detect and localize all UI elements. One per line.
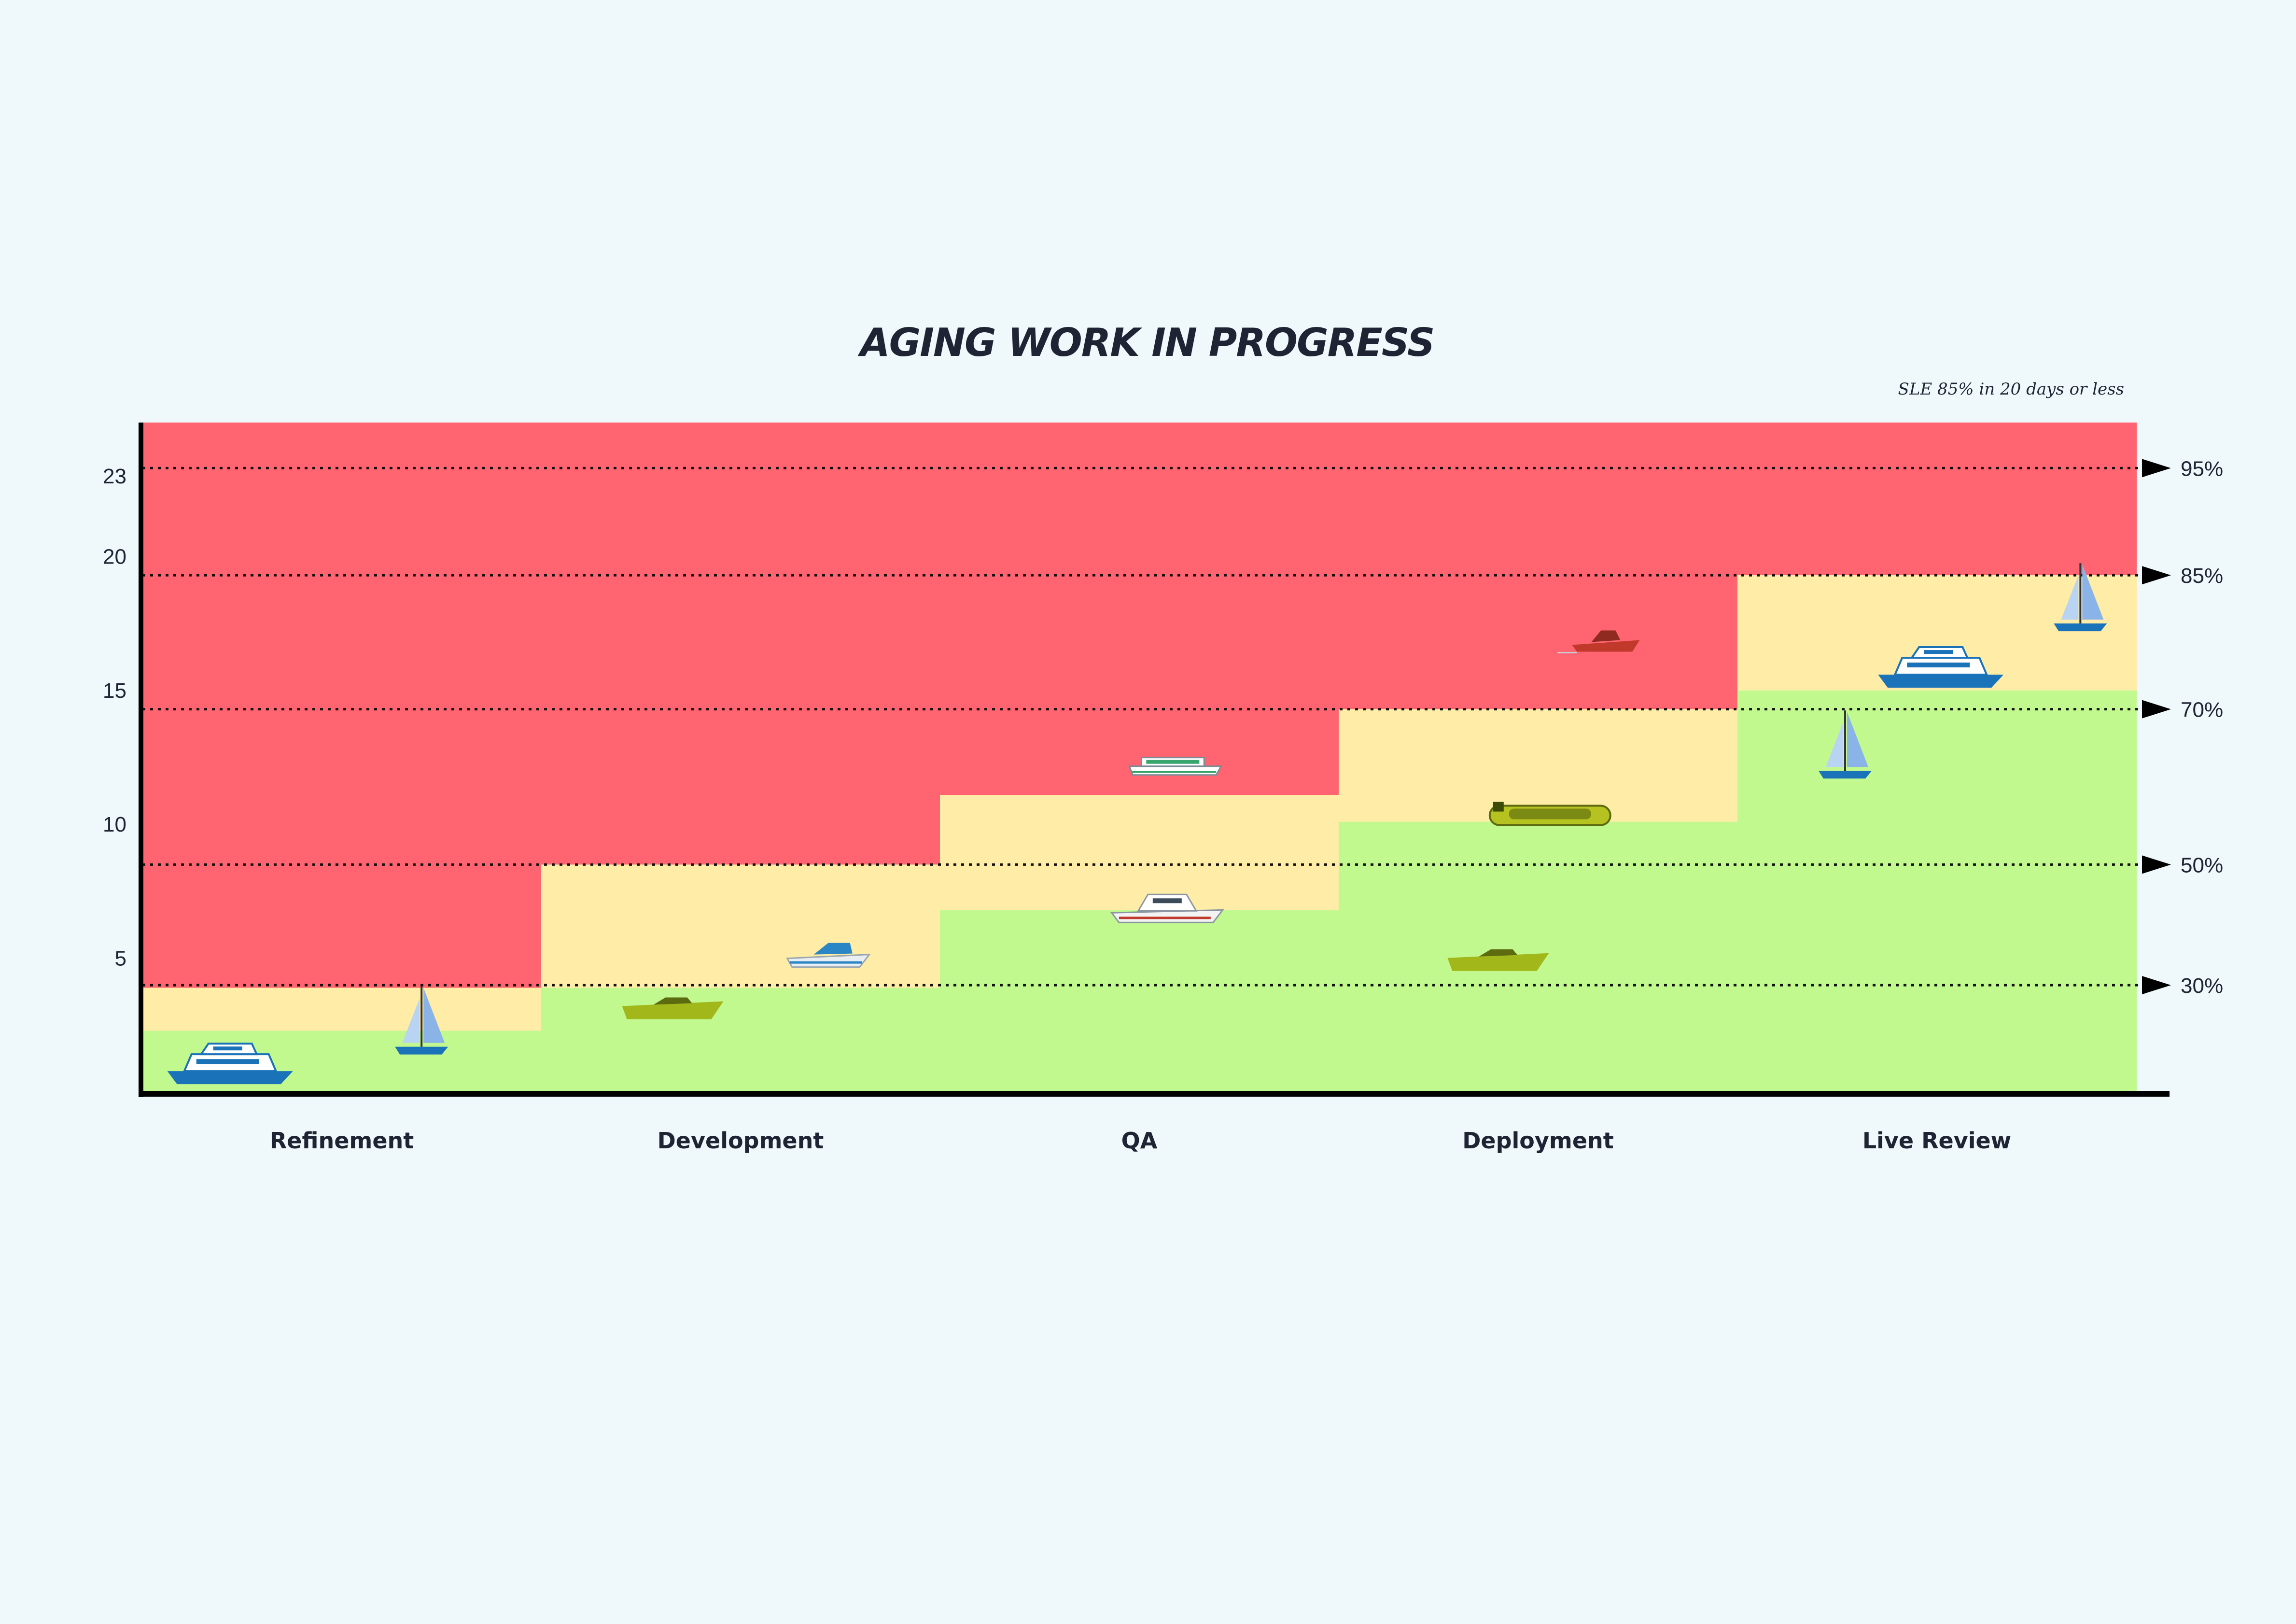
speedboat-icon [622,997,724,1019]
red-zone [541,423,940,865]
green-zone [940,910,1339,1092]
green-zone [1737,690,2137,1092]
percentile-label: 50% [2181,853,2223,877]
yellow-zone [940,795,1339,910]
yacht-icon [167,1043,293,1085]
yellow-zone [142,988,542,1031]
arrow-icon [2142,566,2171,585]
category-label: Live Review [1862,1128,2011,1154]
percentile-label: 85% [2181,564,2223,588]
chart-subtitle: SLE 85% in 20 days or less [1898,380,2124,399]
arrow-icon [2142,855,2171,874]
y-tick-label: 23 [103,465,126,488]
yellow-zone [541,864,940,988]
cruiser-icon [1110,893,1224,923]
arrow-icon [2142,976,2171,995]
sailboat-icon [395,986,448,1055]
green-zone [541,988,940,1092]
x-axis [139,1091,2170,1097]
sailboat-icon [1819,710,1872,779]
y-axis [139,423,143,1097]
category-label: Refinement [270,1128,414,1154]
sailboat-icon [2054,563,2107,632]
yacht-icon [1878,646,2004,688]
red-zone [142,423,542,988]
percentile-label: 30% [2181,974,2223,998]
speedboat-icon [1447,949,1549,971]
zone-layer [142,423,2137,1092]
category-label: QA [1121,1128,1158,1154]
red-zone [1737,423,2137,576]
chart-title: AGING WORK IN PROGRESS [857,320,1434,365]
yellow-zone [1339,709,1738,822]
axes: 5 10 15 20 23 Refinement Development QA Deployme… [103,423,2170,1154]
y-tick-label: 20 [103,545,126,568]
motorboat-icon [786,943,871,968]
arrow-icon [2142,700,2171,719]
category-label: Development [658,1128,824,1154]
y-tick-label: 5 [115,947,126,971]
percentile-label: 70% [2181,698,2223,722]
work-items [167,563,2107,1085]
jetski-icon [1557,630,1640,653]
dinghy-icon [1488,802,1611,826]
ferry-icon [1128,757,1222,776]
y-tick-label: 15 [103,679,126,703]
red-zone [1339,423,1738,709]
red-zone [940,423,1339,795]
y-tick-label: 10 [103,813,126,836]
category-label: Deployment [1462,1128,1614,1154]
arrow-icon [2142,459,2171,478]
percentile-lines: 30% 50% 70% 85% 95% [142,457,2223,998]
percentile-label: 95% [2181,457,2223,480]
